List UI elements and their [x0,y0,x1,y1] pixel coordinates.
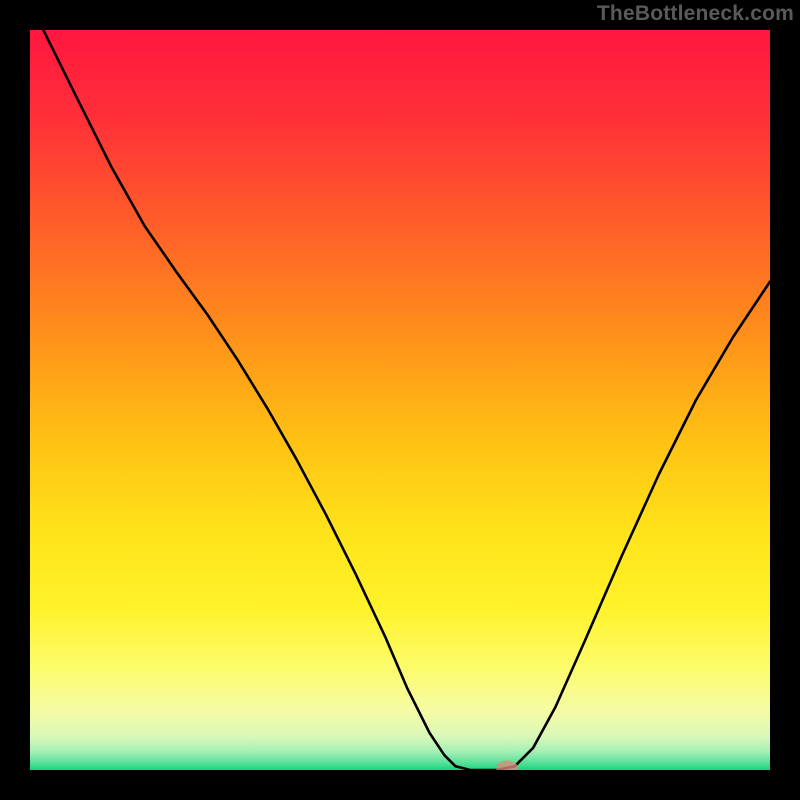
watermark-text: TheBottleneck.com [597,2,794,26]
bottleneck-chart [0,0,800,800]
chart-container: TheBottleneck.com [0,0,800,800]
plot-background [30,30,770,770]
